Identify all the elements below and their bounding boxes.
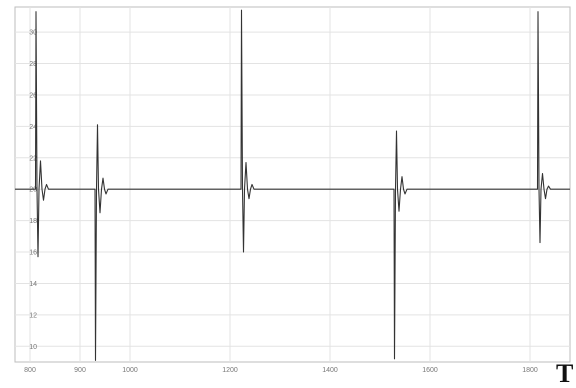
y-tick-label: 18 xyxy=(29,218,37,225)
x-tick-label: 1600 xyxy=(422,367,438,374)
grid xyxy=(15,7,570,362)
y-tick-label: 16 xyxy=(29,250,37,257)
x-tick-label: 1200 xyxy=(222,367,238,374)
y-tick-label: 24 xyxy=(29,124,37,131)
y-tick-label: 30 xyxy=(29,30,37,37)
x-tick-label: 1000 xyxy=(122,367,138,374)
tick-labels: 800 900 1000 1200 1400 1600 1800 10 12 14 16 18 20 22… xyxy=(24,30,538,374)
y-tick-label: 20 xyxy=(29,187,37,194)
y-tick-label: 22 xyxy=(29,155,37,162)
x-tick-label: 900 xyxy=(74,367,86,374)
x-tick-label: 1800 xyxy=(522,367,538,374)
y-tick-label: 14 xyxy=(29,281,37,288)
x-tick-label: 1400 xyxy=(322,367,338,374)
y-tick-label: 12 xyxy=(29,312,37,319)
y-tick-label: 26 xyxy=(29,92,37,99)
series-line xyxy=(15,9,570,361)
y-tick-label: 10 xyxy=(29,344,37,351)
x-tick-label: 800 xyxy=(24,367,36,374)
y-tick-label: 28 xyxy=(29,61,37,68)
series-layer xyxy=(15,9,570,361)
plot-area xyxy=(14,6,571,363)
corner-letter: T xyxy=(556,359,574,388)
